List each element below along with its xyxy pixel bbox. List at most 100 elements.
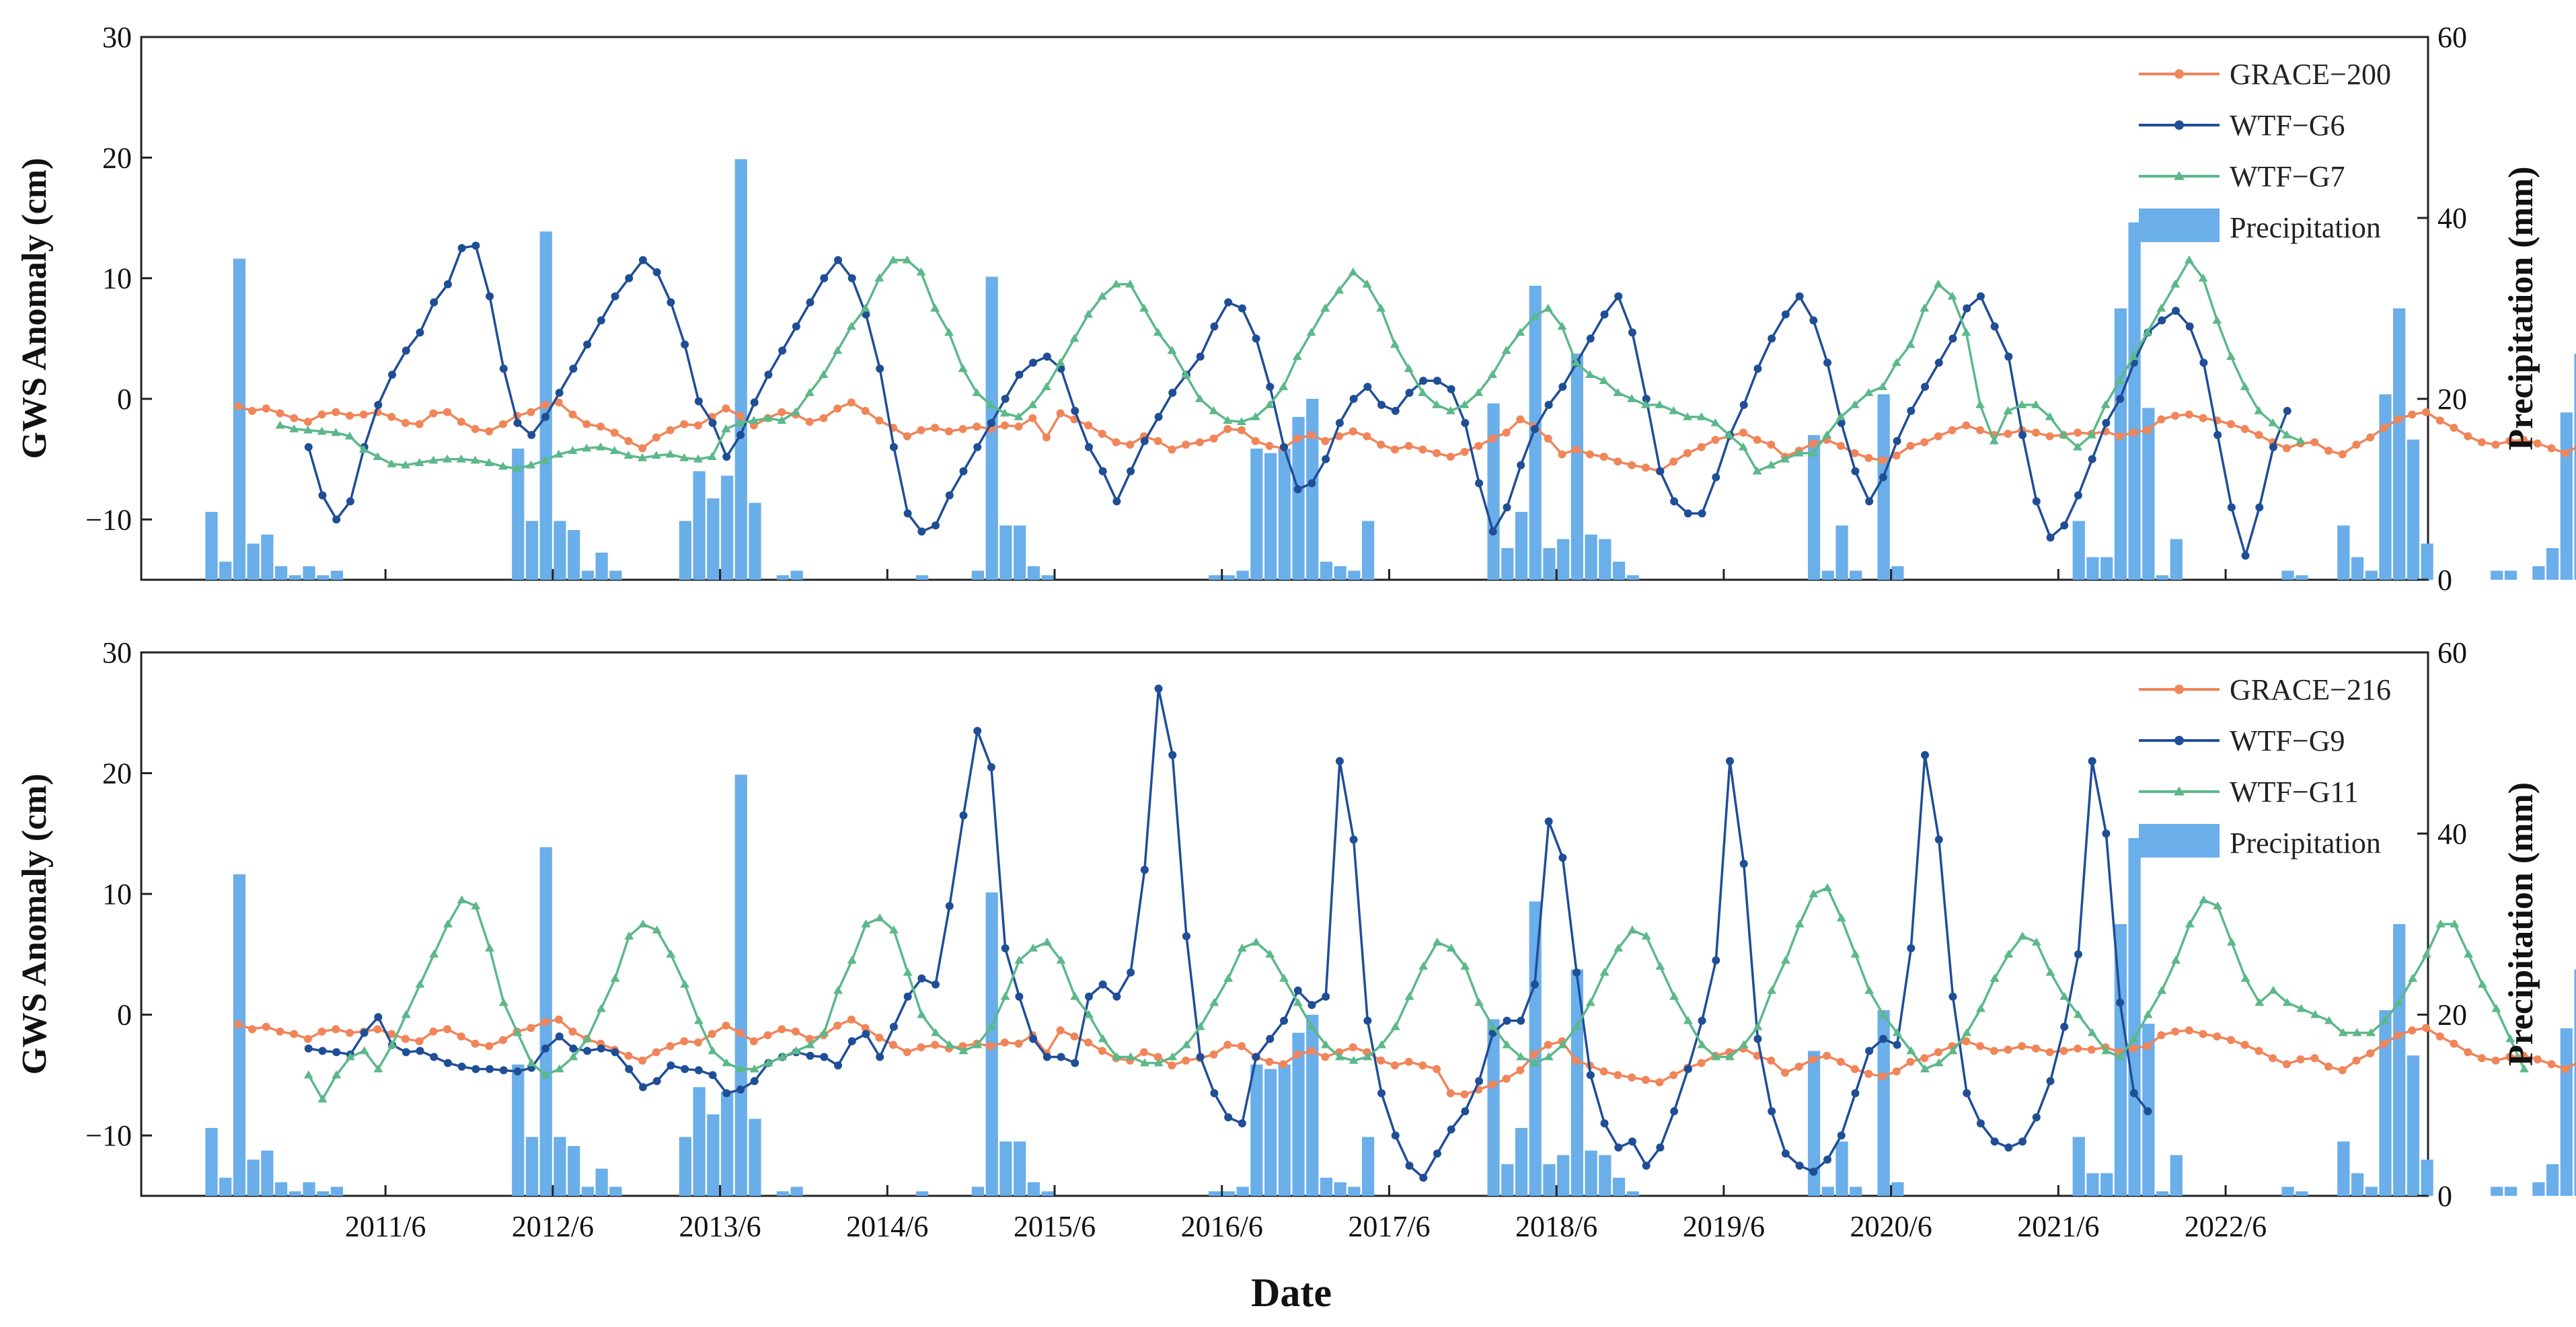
data-point — [2366, 1049, 2375, 1058]
data-point — [2547, 444, 2556, 453]
precipitation-bar — [1557, 1155, 1570, 1196]
data-point — [1516, 1066, 1525, 1075]
data-point — [1196, 352, 1205, 361]
data-point — [1961, 328, 1971, 336]
data-point — [1349, 1043, 1357, 1052]
data-point — [681, 1065, 689, 1073]
data-point — [778, 346, 787, 355]
panel-top: 30 20 10 0 −10 60 40 20 0 GWS Anomaly (cm) Precipi… — [15, 21, 2576, 597]
precipitation-bar — [1209, 575, 1221, 580]
data-point — [958, 364, 968, 373]
data-point — [387, 459, 397, 467]
data-point — [1014, 955, 1024, 964]
data-point — [513, 1028, 523, 1036]
data-point — [2045, 967, 2055, 976]
data-point — [1349, 427, 1357, 436]
data-point — [721, 424, 731, 432]
data-point — [457, 418, 465, 426]
data-point — [430, 1053, 439, 1061]
data-point — [750, 398, 759, 407]
data-point — [2074, 491, 2082, 500]
data-point — [2269, 985, 2279, 994]
data-point — [262, 404, 270, 413]
data-point — [1084, 992, 1093, 1001]
data-point — [1865, 1047, 1874, 1055]
data-point — [1586, 334, 1595, 343]
data-point — [1433, 1065, 1441, 1073]
precipitation-bar — [2281, 570, 2294, 580]
data-point — [275, 420, 285, 429]
data-point — [1084, 309, 1094, 318]
legend-swatch-precipitation — [2139, 208, 2220, 242]
data-point — [1195, 1022, 1205, 1030]
data-point — [1279, 382, 1289, 390]
data-point — [1377, 1040, 1387, 1049]
precipitation-bar — [2296, 1191, 2308, 1196]
data-point — [1976, 1042, 1985, 1051]
data-point — [456, 454, 466, 463]
precipitation-bar — [1306, 1014, 1319, 1196]
data-point — [1544, 400, 1553, 409]
precipitation-bar — [512, 448, 525, 580]
data-point — [1223, 973, 1234, 982]
data-point — [651, 451, 661, 459]
data-point — [303, 1034, 312, 1043]
precipitation-bar — [1334, 566, 1347, 580]
data-point — [415, 420, 424, 428]
y-left-tick-label: 30 — [102, 636, 132, 669]
data-point — [1683, 509, 1692, 518]
data-point — [1349, 395, 1358, 403]
precipitation-bar — [1320, 1178, 1333, 1196]
data-point — [1475, 479, 1484, 488]
data-point — [806, 298, 815, 307]
precipitation-bar — [776, 575, 790, 580]
data-point — [374, 400, 383, 409]
data-point — [1363, 383, 1372, 391]
data-point — [554, 1015, 563, 1024]
data-point — [248, 406, 256, 415]
data-point — [693, 1038, 702, 1047]
data-point — [862, 1030, 870, 1038]
data-point — [2505, 1053, 2514, 1061]
data-point — [666, 949, 676, 958]
data-point — [1098, 980, 1107, 989]
data-point — [1168, 1061, 1176, 1070]
data-point — [2004, 352, 2013, 361]
data-point — [2143, 426, 2152, 434]
data-point — [931, 1040, 940, 1049]
data-point — [583, 340, 592, 349]
data-point — [1628, 328, 1636, 337]
data-point — [1139, 303, 1149, 312]
data-point — [861, 406, 870, 415]
precipitation-bar — [233, 258, 246, 580]
data-point — [555, 1032, 564, 1040]
data-point — [2031, 937, 2041, 946]
data-point — [234, 1020, 243, 1029]
data-point — [833, 1021, 842, 1030]
data-point — [1404, 364, 1414, 373]
data-point — [1418, 1061, 1427, 1070]
data-point — [1308, 479, 1316, 488]
precipitation-bar — [289, 575, 301, 580]
data-point — [1335, 757, 1344, 765]
data-point — [1850, 400, 1860, 408]
precipitation-bar — [2100, 557, 2113, 580]
data-point — [1390, 1061, 1399, 1070]
data-point — [2324, 1062, 2333, 1071]
data-point — [693, 454, 703, 463]
precipitation-bar — [2379, 394, 2392, 580]
data-point — [2366, 1028, 2376, 1036]
data-point — [1488, 434, 1497, 443]
precipitation-bar — [1501, 547, 1514, 580]
data-point — [1864, 1069, 1873, 1078]
data-point — [1669, 406, 1679, 414]
data-point — [304, 443, 313, 451]
data-point — [1433, 449, 1441, 457]
data-point — [1029, 1034, 1038, 1043]
data-point — [470, 455, 480, 464]
data-point — [359, 1046, 369, 1055]
data-point — [428, 455, 439, 464]
data-point — [457, 895, 467, 903]
data-point — [1014, 422, 1023, 431]
data-point — [945, 902, 954, 911]
